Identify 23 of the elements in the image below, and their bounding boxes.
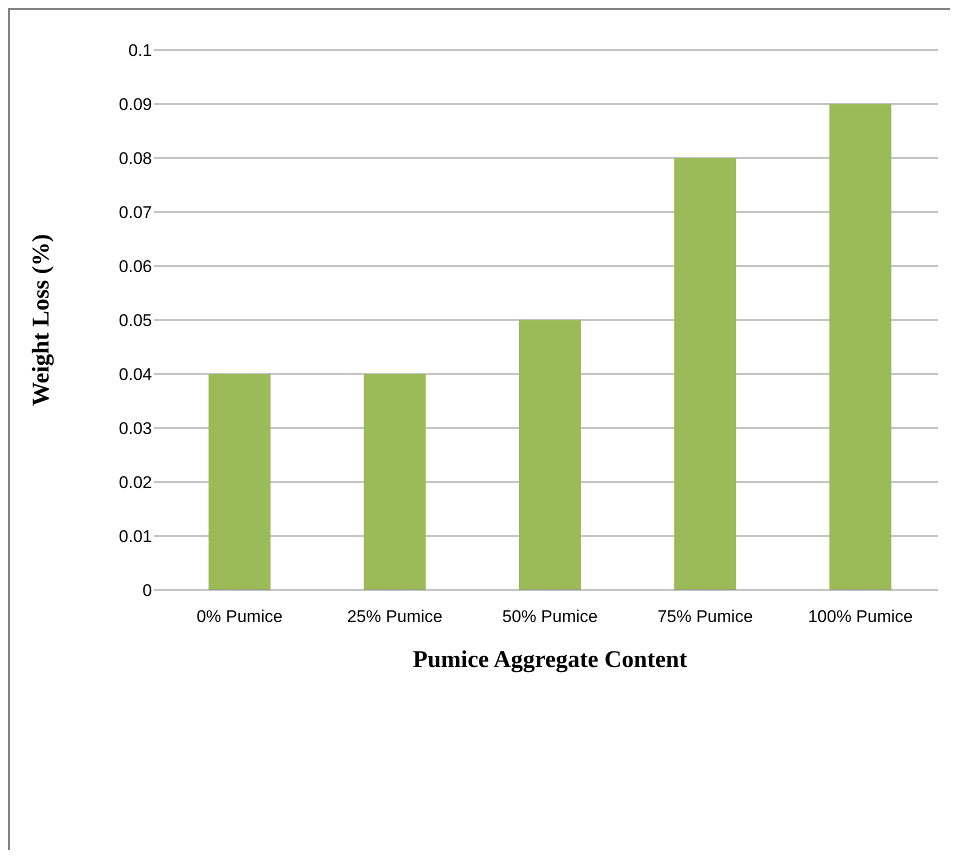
bar xyxy=(518,320,581,590)
bar xyxy=(364,374,426,590)
y-tick-label: 0 xyxy=(142,581,152,600)
y-tick-label: 0.02 xyxy=(118,473,152,492)
x-tick-label: 75% Pumice xyxy=(657,607,753,626)
x-tick-label: 0% Pumice xyxy=(196,607,283,626)
bar xyxy=(674,158,736,590)
x-tick-label: 100% Pumice xyxy=(808,607,913,626)
x-tick-label: 50% Pumice xyxy=(502,607,598,626)
y-tick-label: 0.06 xyxy=(118,257,152,276)
y-tick-label: 0.08 xyxy=(118,149,152,168)
x-axis-title: Pumice Aggregate Content xyxy=(412,647,688,674)
y-tick-label: 0.07 xyxy=(118,203,152,222)
bar xyxy=(208,374,271,590)
y-tick-label: 0.09 xyxy=(118,95,152,114)
y-tick-label: 0.05 xyxy=(118,311,152,330)
y-tick-label: 0.04 xyxy=(118,365,152,384)
x-tick-label: 25% Pumice xyxy=(347,607,443,626)
y-tick-label: 0.01 xyxy=(118,527,152,546)
y-tick-label: 0.1 xyxy=(128,41,152,60)
bar xyxy=(829,104,892,590)
y-axis-title: Weight Loss (%) xyxy=(28,234,55,406)
y-tick-label: 0.03 xyxy=(118,419,152,438)
